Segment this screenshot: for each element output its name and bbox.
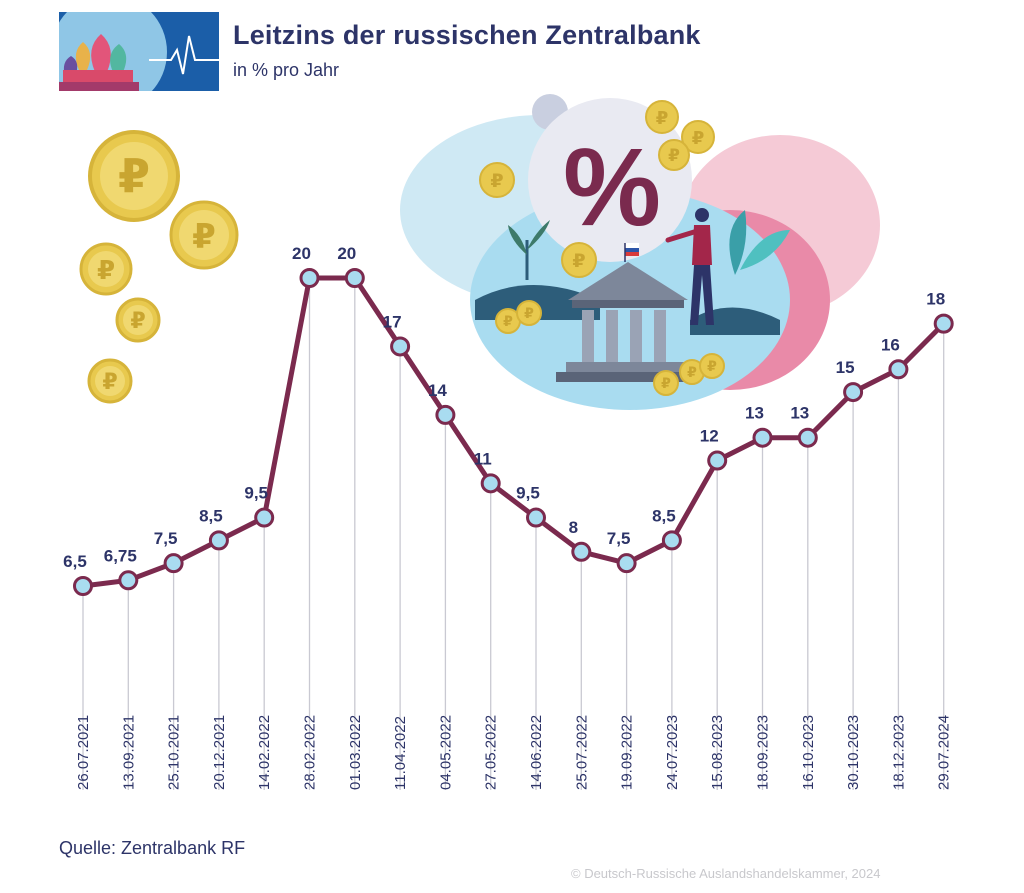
- svg-text:₽: ₽: [692, 128, 705, 149]
- x-tick-label: 19.09.2022: [619, 715, 636, 790]
- svg-text:₽: ₽: [668, 146, 680, 166]
- value-label: 11: [474, 449, 492, 468]
- value-label: 9,5: [244, 484, 268, 503]
- svg-text:₽: ₽: [661, 376, 671, 392]
- data-point: [707, 450, 728, 471]
- value-label: 16: [881, 335, 900, 354]
- data-point: [752, 427, 773, 448]
- x-tick-label: 14.06.2022: [528, 715, 545, 790]
- data-point: [344, 268, 365, 288]
- x-tick-label: 25.07.2022: [573, 715, 590, 790]
- copyright-note: © Deutsch-Russische Auslandshandelskamme…: [571, 866, 881, 881]
- data-point: [435, 404, 456, 425]
- data-point: [208, 530, 229, 551]
- x-tick-label: 15.08.2023: [709, 715, 726, 790]
- x-tick-label: 28.02.2022: [302, 715, 319, 790]
- svg-text:₽: ₽: [118, 149, 150, 203]
- coin-icon: ₽: [169, 200, 239, 270]
- coin-icon: ₽: [653, 370, 679, 396]
- data-point: [843, 382, 864, 403]
- value-label: 8: [569, 518, 578, 537]
- data-point: [299, 268, 320, 288]
- source-note: Quelle: Zentralbank RF: [59, 838, 246, 858]
- x-tick-label: 26.07.2021: [75, 715, 92, 790]
- coin-icon: ₽: [516, 300, 542, 326]
- value-label: 14: [428, 381, 447, 400]
- x-tick-label: 24.07.2023: [664, 715, 681, 790]
- value-label: 6,75: [104, 546, 137, 565]
- coin-icon: ₽: [561, 242, 597, 278]
- data-point: [526, 507, 546, 528]
- svg-text:₽: ₽: [192, 217, 216, 257]
- x-tick-label: 29.07.2024: [936, 715, 953, 790]
- x-tick-label: 13.09.2021: [120, 715, 137, 790]
- x-tick-label: 01.03.2022: [347, 715, 364, 790]
- x-tick-label: 14.02.2022: [256, 715, 273, 790]
- svg-text:₽: ₽: [687, 365, 697, 381]
- data-point: [797, 427, 818, 448]
- value-label: 9,5: [516, 484, 540, 503]
- x-tick-label: 04.05.2022: [437, 715, 454, 790]
- coin-icon: ₽: [79, 242, 133, 296]
- svg-text:₽: ₽: [490, 170, 503, 192]
- coin-icon: ₽: [479, 162, 515, 198]
- x-tick-label: 27.05.2022: [483, 715, 500, 790]
- svg-text:₽: ₽: [656, 108, 669, 129]
- value-label: 8,5: [199, 506, 223, 525]
- value-label: 13: [790, 404, 809, 423]
- data-point: [616, 553, 637, 574]
- coin-icon: ₽: [88, 130, 180, 222]
- svg-text:₽: ₽: [503, 314, 513, 330]
- value-label: 7,5: [607, 529, 631, 548]
- data-point: [73, 576, 93, 596]
- coin-icon: ₽: [87, 358, 133, 404]
- x-tick-label: 16.10.2023: [800, 715, 817, 790]
- x-tick-label: 30.10.2023: [845, 715, 862, 790]
- data-point: [254, 507, 275, 528]
- x-tick-label: 11.04.2022: [392, 716, 409, 790]
- central-bank-illustration: %: [400, 94, 880, 410]
- value-label: 6,5: [63, 552, 87, 571]
- value-label: 17: [383, 312, 402, 331]
- value-label: 7,5: [154, 529, 178, 548]
- value-label: 12: [700, 427, 719, 446]
- svg-text:₽: ₽: [572, 250, 585, 272]
- data-point: [480, 473, 501, 494]
- coin-icon: ₽: [699, 353, 725, 379]
- value-label: 20: [337, 244, 356, 263]
- data-point: [933, 313, 954, 334]
- x-tick-label: 18.12.2023: [890, 715, 907, 790]
- chart-subtitle: in % pro Jahr: [233, 60, 340, 80]
- value-label: 18: [926, 290, 945, 309]
- data-point: [571, 541, 592, 562]
- coin-icon: ₽: [658, 139, 690, 171]
- coin-icon: ₽: [115, 297, 161, 343]
- svg-text:₽: ₽: [97, 256, 115, 286]
- chamber-logo: [59, 12, 219, 91]
- svg-text:₽: ₽: [130, 309, 145, 334]
- ruble-coins-decoration: ₽ ₽ ₽ ₽ ₽ ₽ ₽ ₽ ₽ ₽ ₽ ₽ ₽ ₽ ₽: [79, 100, 725, 404]
- data-point: [163, 553, 184, 574]
- percent-icon: %: [563, 126, 661, 249]
- svg-text:₽: ₽: [707, 359, 717, 375]
- x-tick-label: 18.09.2023: [755, 715, 772, 790]
- value-label: 8,5: [652, 506, 676, 525]
- value-label: 15: [836, 358, 855, 377]
- value-label: 13: [745, 404, 764, 423]
- data-point: [390, 336, 411, 357]
- coin-icon: ₽: [645, 100, 679, 134]
- coin-icon: ₽: [681, 120, 715, 154]
- x-tick-label: 25.10.2021: [166, 715, 183, 790]
- data-point: [661, 530, 682, 551]
- x-tick-label: 20.12.2021: [211, 715, 228, 790]
- data-point: [888, 359, 909, 380]
- data-point: [118, 570, 139, 591]
- svg-text:₽: ₽: [102, 370, 117, 395]
- chart-title: Leitzins der russischen Zentralbank: [233, 20, 701, 50]
- svg-text:₽: ₽: [524, 306, 534, 322]
- value-label: 20: [292, 244, 311, 263]
